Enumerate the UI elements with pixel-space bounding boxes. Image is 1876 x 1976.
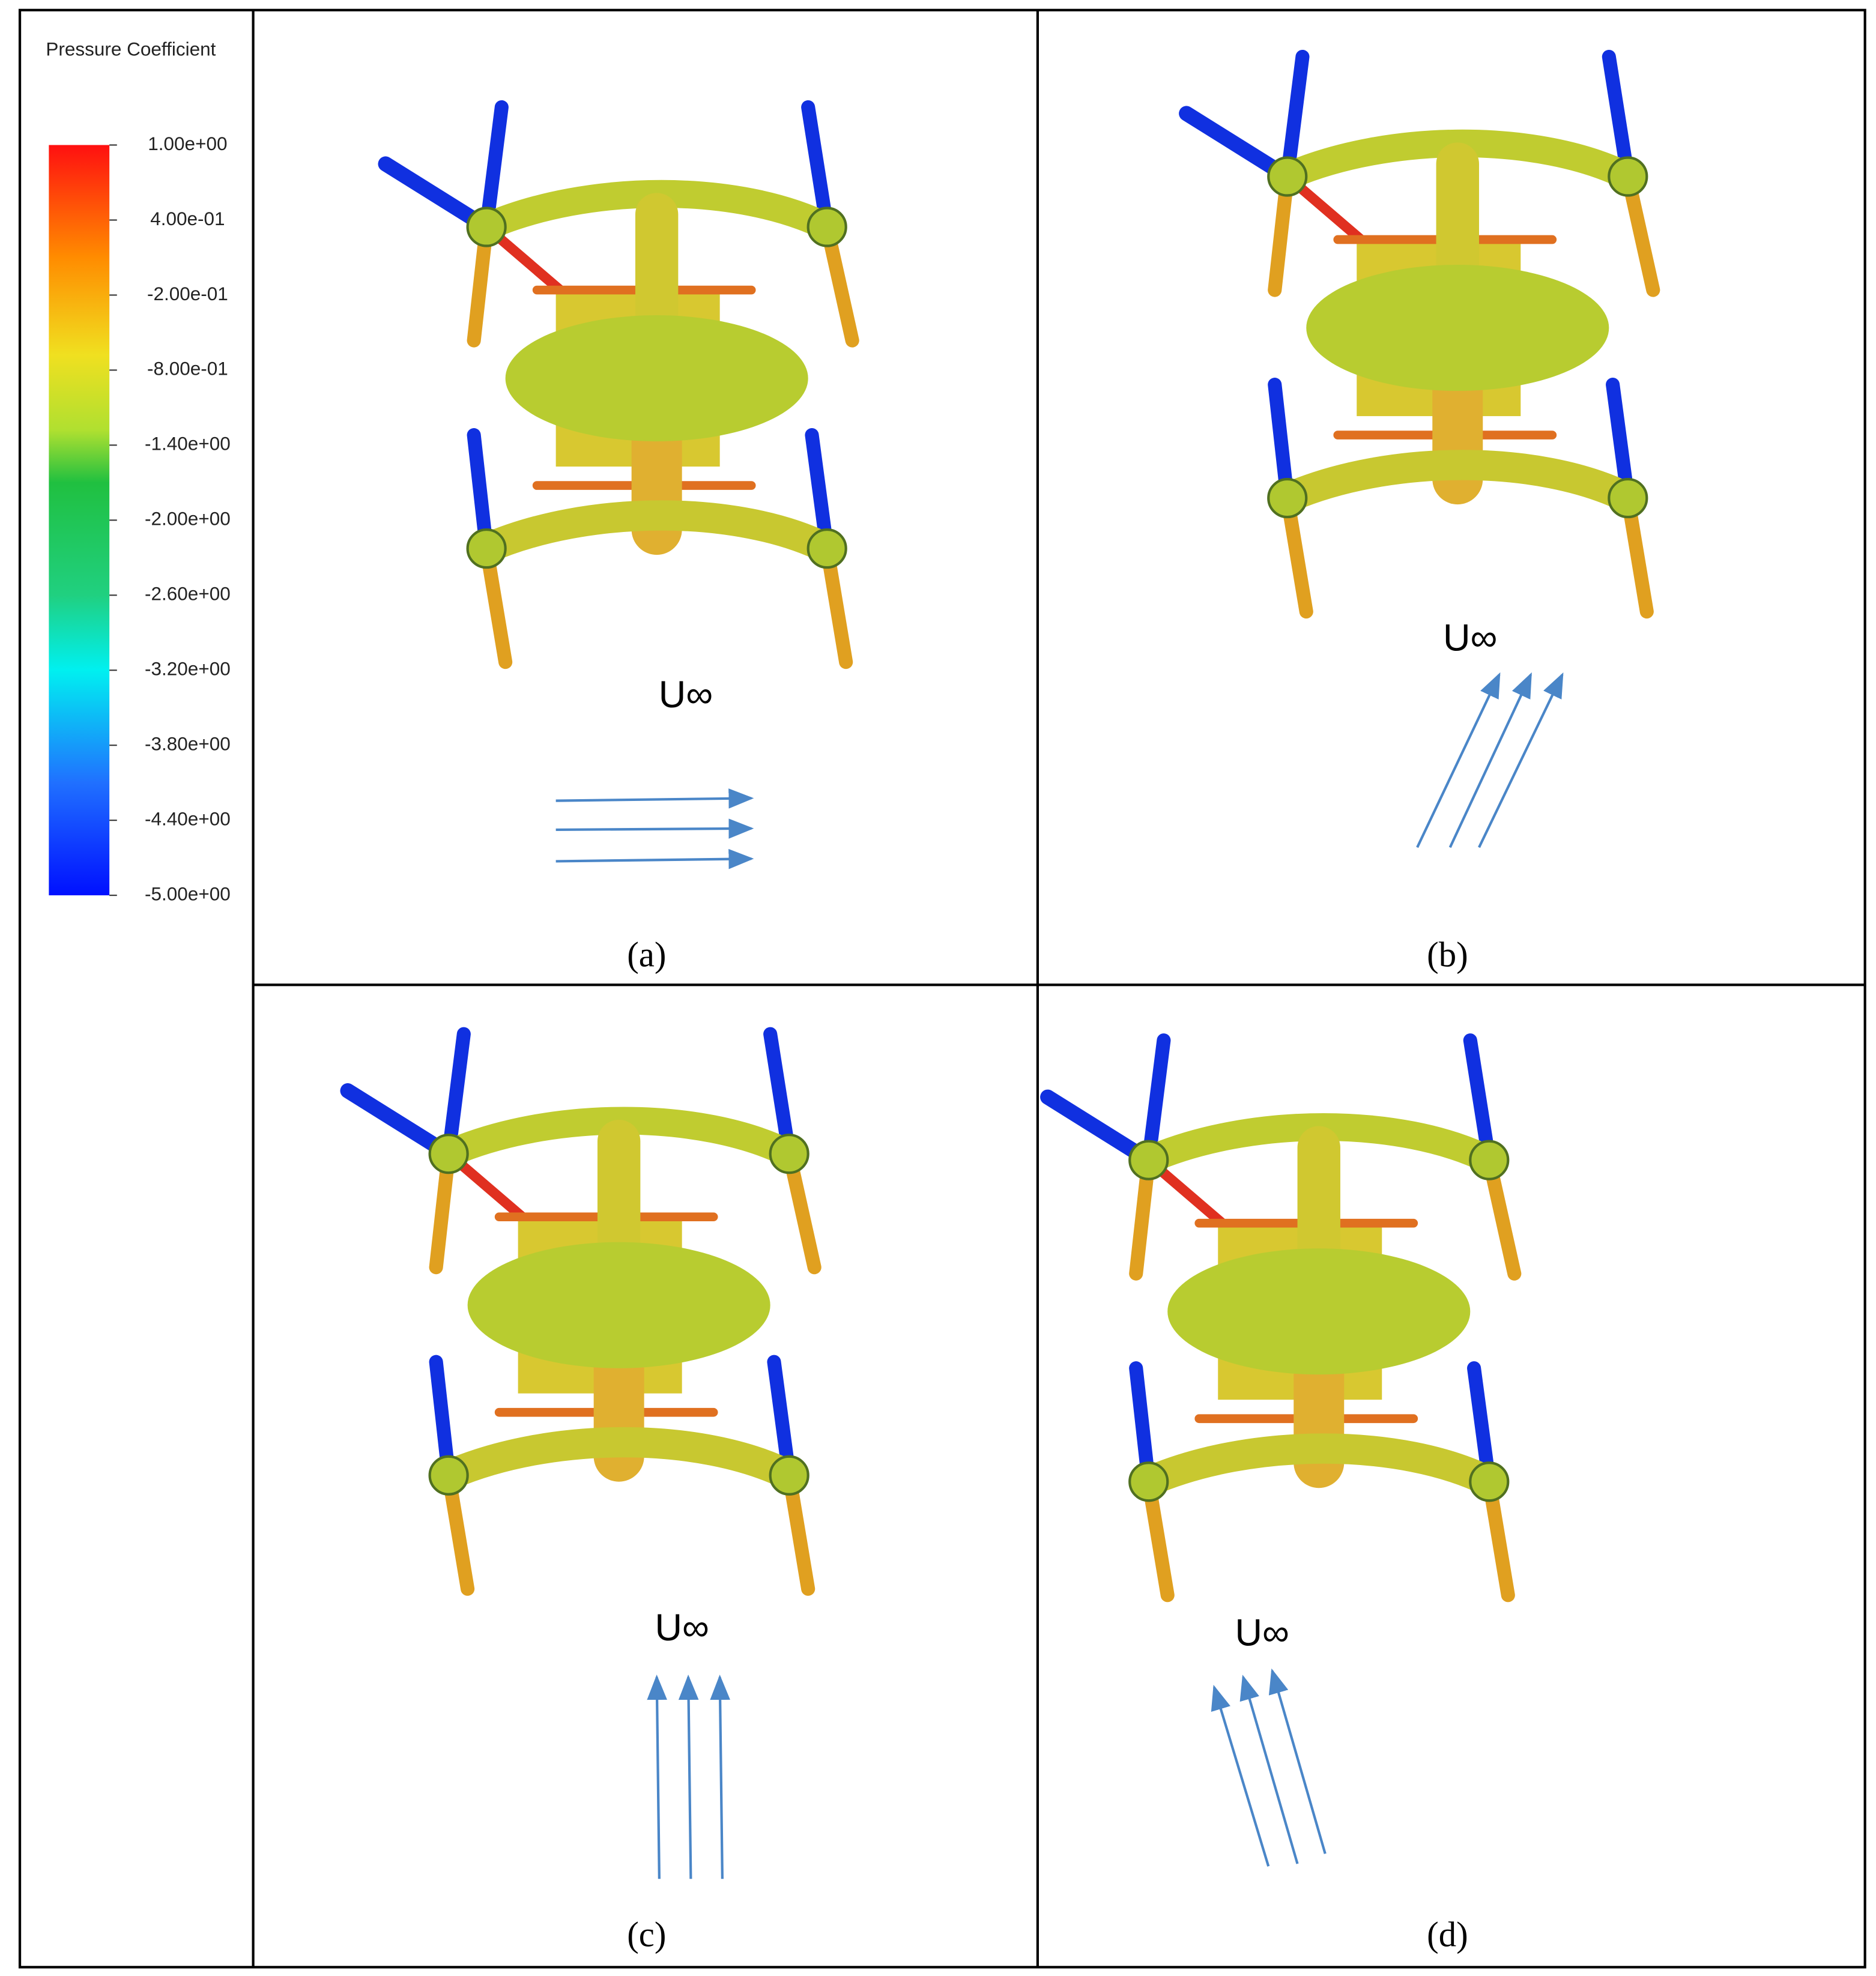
colorbar xyxy=(49,145,110,896)
tick-label: 4.00e-01 xyxy=(150,208,225,229)
drone-render xyxy=(386,107,852,662)
arrow xyxy=(1268,1668,1327,1854)
arrow xyxy=(710,1675,730,1879)
tick-label: -8.00e-01 xyxy=(147,358,228,379)
panel-label: (b) xyxy=(1427,935,1468,974)
frame xyxy=(18,8,1866,1969)
drone-render xyxy=(348,1034,814,1589)
panel-label: (c) xyxy=(627,1915,666,1954)
tick-label: -2.00e-01 xyxy=(147,283,228,304)
arrow xyxy=(678,1675,699,1879)
flow-label: U∞ xyxy=(659,674,713,716)
flow-label: U∞ xyxy=(655,1607,709,1649)
drone-render xyxy=(1187,57,1653,612)
arrow xyxy=(555,848,754,869)
tick-label: -3.20e+00 xyxy=(145,658,231,680)
arrow xyxy=(1239,1675,1299,1864)
tick-label: -1.40e+00 xyxy=(145,433,231,455)
flow-label: U∞ xyxy=(1235,1612,1289,1654)
tick-label: -2.00e+00 xyxy=(145,508,231,530)
tick-label: -5.00e+00 xyxy=(145,883,231,904)
arrow xyxy=(1416,672,1501,848)
tick-label: -4.40e+00 xyxy=(145,808,231,830)
tick-label: 1.00e+00 xyxy=(148,133,227,154)
panel-label: (d) xyxy=(1427,1915,1468,1954)
arrow xyxy=(1478,672,1564,848)
arrow xyxy=(555,788,754,809)
legend-title: Pressure Coefficient xyxy=(46,38,216,59)
tick-label: -3.80e+00 xyxy=(145,733,231,755)
arrow xyxy=(647,1675,667,1879)
tick-label: -2.60e+00 xyxy=(145,583,231,605)
panel-label: (a) xyxy=(627,935,666,974)
flow-label: U∞ xyxy=(1443,617,1497,659)
flow-arrows xyxy=(555,672,1564,1879)
arrow xyxy=(1211,1685,1270,1867)
arrow xyxy=(1448,672,1532,848)
drone-render xyxy=(1048,1041,1514,1595)
arrow xyxy=(555,818,754,839)
